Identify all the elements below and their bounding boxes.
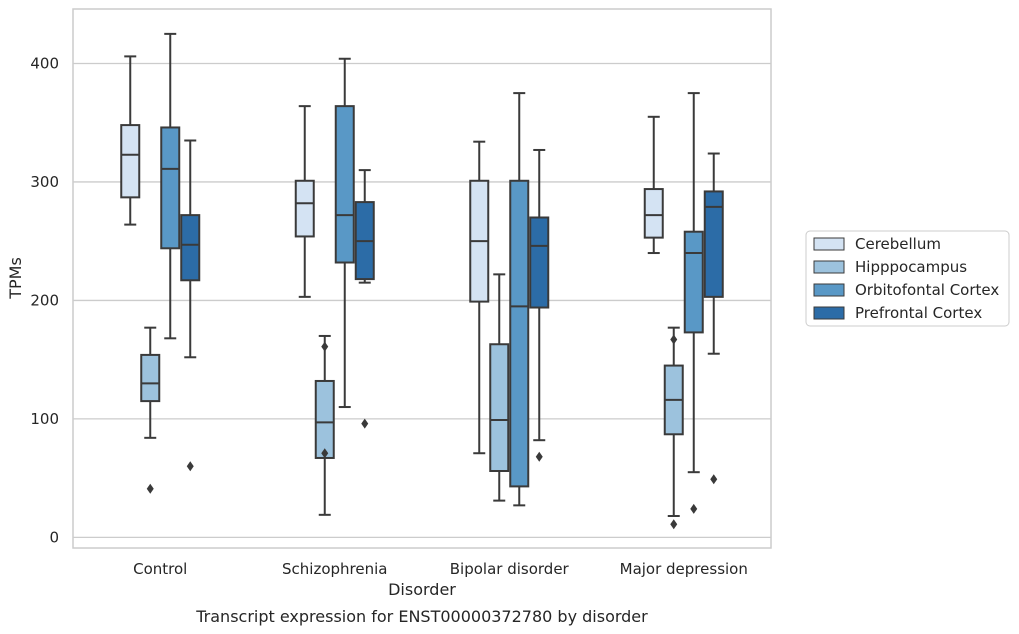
box-orbitofontal-cortex	[683, 92, 704, 514]
y-tick-label: 0	[49, 528, 59, 546]
x-tick-label: Schizophrenia	[282, 560, 387, 578]
x-tick-label: Major depression	[620, 560, 748, 578]
box-orbitofontal-cortex	[334, 57, 355, 409]
outlier-point	[690, 503, 698, 514]
box-hipppocampus	[489, 273, 510, 502]
y-tick-label: 100	[30, 410, 59, 428]
box-prefrontal-cortex	[529, 148, 550, 462]
box-cerebellum	[469, 140, 490, 455]
x-tick-label: Control	[133, 560, 187, 578]
box-iqr	[334, 105, 355, 264]
outlier-point	[710, 474, 718, 485]
y-tick-label: 200	[30, 291, 59, 309]
box-cerebellum	[643, 115, 664, 255]
legend-label: Prefrontal Cortex	[855, 304, 982, 322]
box-hipppocampus	[140, 326, 161, 494]
y-axis-ticks: 0 100 200 300 400	[30, 54, 59, 546]
box-orbitofontal-cortex	[509, 92, 530, 507]
legend-frame	[805, 230, 1010, 327]
chart-caption: Transcript expression for ENST0000037278…	[195, 607, 648, 626]
box-hipppocampus	[314, 334, 335, 516]
x-axis-ticks: Control Schizophrenia Bipolar disorder Majo…	[133, 560, 748, 578]
box-iqr	[314, 379, 335, 459]
box-iqr	[529, 216, 550, 309]
outlier-point	[361, 418, 369, 429]
y-tick-label: 400	[30, 54, 59, 72]
plot-frame	[72, 8, 772, 549]
box-iqr	[294, 179, 315, 238]
legend-swatch	[813, 283, 845, 297]
legend-swatch	[813, 260, 845, 274]
box-prefrontal-cortex	[703, 152, 724, 485]
box-iqr	[489, 343, 510, 472]
outlier-point	[321, 341, 329, 352]
outlier-point	[670, 519, 678, 530]
legend-swatch	[813, 306, 845, 320]
plot-area	[120, 32, 724, 530]
box-iqr	[160, 126, 181, 250]
legend-swatch	[813, 237, 845, 251]
box-prefrontal-cortex	[180, 139, 201, 472]
outlier-point	[186, 461, 194, 472]
box-iqr	[509, 179, 530, 488]
box-iqr	[180, 214, 201, 282]
legend: Cerebellum Hipppocampus Orbitofontal Corte…	[805, 230, 1010, 327]
box-hipppocampus	[663, 326, 684, 530]
box-prefrontal-cortex	[354, 169, 375, 429]
outlier-point	[321, 448, 329, 459]
box-orbitofontal-cortex	[160, 32, 181, 340]
box-iqr	[643, 188, 664, 239]
box-iqr	[703, 190, 724, 298]
box-iqr	[683, 230, 704, 334]
box-cerebellum	[294, 105, 315, 298]
x-tick-label: Bipolar disorder	[450, 560, 570, 578]
box-iqr	[140, 353, 161, 403]
y-tick-label: 300	[30, 173, 59, 191]
box-iqr	[120, 124, 141, 199]
outlier-point	[670, 334, 678, 345]
outlier-point	[535, 451, 543, 462]
legend-label: Orbitofontal Cortex	[855, 281, 999, 299]
box-cerebellum	[120, 55, 141, 226]
y-axis-title: TPMs	[6, 257, 25, 300]
legend-label: Cerebellum	[855, 235, 941, 253]
legend-label: Hipppocampus	[855, 258, 967, 276]
x-axis-title: Disorder	[388, 580, 456, 599]
outlier-point	[146, 483, 154, 494]
